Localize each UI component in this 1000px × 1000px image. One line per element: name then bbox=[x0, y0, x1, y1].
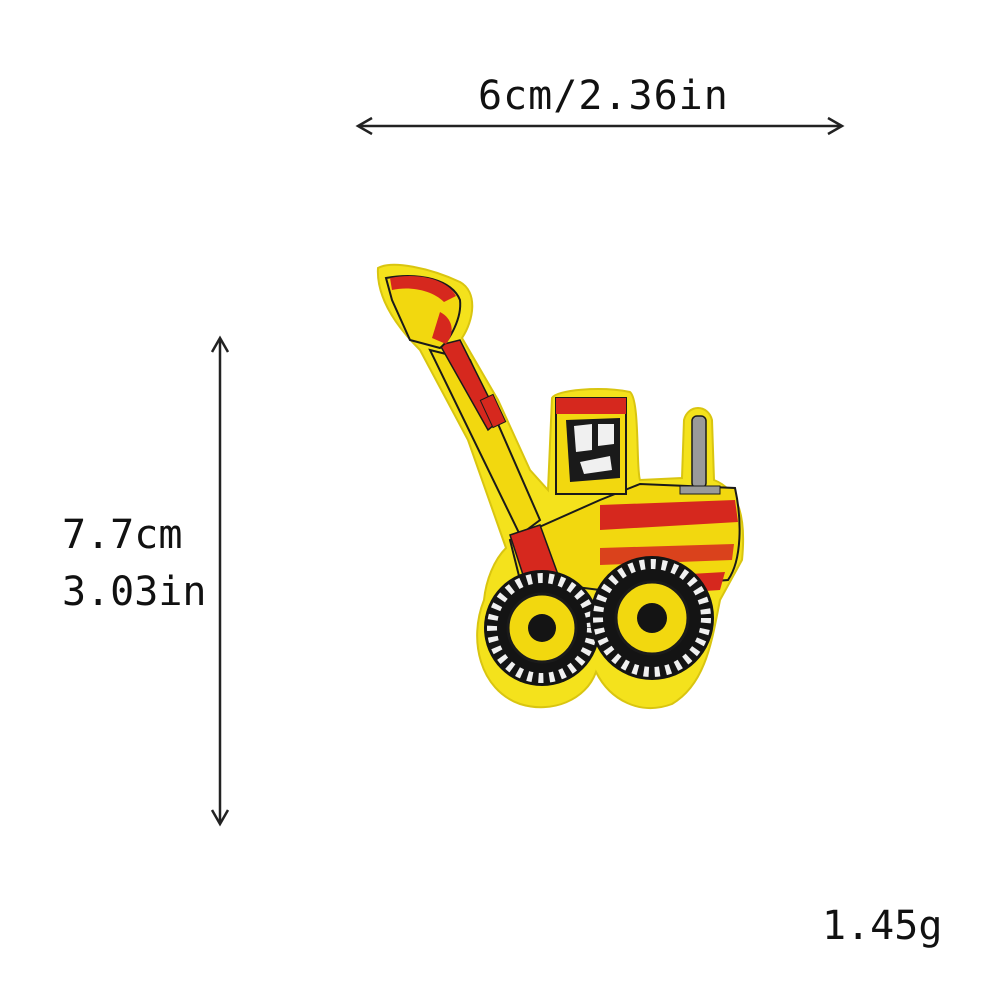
height-label-cm: 7.7cm bbox=[62, 512, 183, 558]
bucket bbox=[384, 275, 462, 350]
height-label-in: 3.03in bbox=[62, 569, 207, 615]
boom-arm bbox=[428, 339, 542, 537]
height-arrow bbox=[210, 335, 230, 827]
right-wheel bbox=[590, 556, 714, 680]
width-label: 6cm/2.36in bbox=[478, 73, 729, 119]
exhaust-pipe bbox=[679, 415, 721, 495]
width-arrow bbox=[355, 116, 845, 136]
weight-label: 1.45g bbox=[822, 903, 943, 949]
cab bbox=[555, 397, 627, 495]
machine-body bbox=[508, 482, 741, 592]
left-wheel bbox=[484, 570, 600, 686]
